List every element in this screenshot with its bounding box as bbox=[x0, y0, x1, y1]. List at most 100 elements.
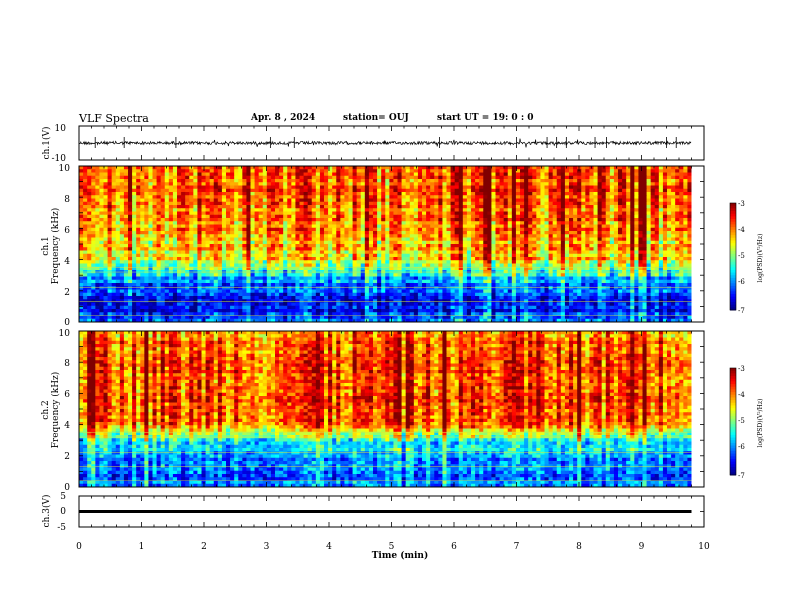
ch1-spec-cell bbox=[132, 231, 137, 235]
ch1-spec-cell bbox=[311, 175, 317, 180]
ch1-spec-cell bbox=[319, 179, 325, 183]
ch1-spec-cell bbox=[401, 263, 407, 268]
ch1-spec-cell bbox=[393, 224, 398, 229]
ch1-spec-cell bbox=[389, 231, 394, 235]
ch1-spec-cell bbox=[475, 179, 480, 183]
ch1-spec-cell bbox=[532, 169, 537, 173]
ch1-spec-cell bbox=[597, 266, 603, 271]
ch1-spec-cell bbox=[581, 253, 586, 258]
ch1-spec-cell bbox=[246, 263, 251, 268]
ch1-spec-cell bbox=[499, 253, 505, 258]
ch1-spec-cell bbox=[79, 224, 84, 229]
ch1-spec-cell bbox=[466, 208, 472, 212]
ch1-spec-cell bbox=[230, 257, 235, 261]
ch1-spec-cell bbox=[160, 166, 166, 170]
ch1-spec-cell bbox=[569, 214, 574, 219]
ch1-spec-cell bbox=[536, 166, 541, 170]
ch1-spec-cell bbox=[434, 172, 439, 177]
ch1-spec-cell bbox=[618, 234, 623, 238]
ch1-spec-cell bbox=[119, 240, 125, 245]
ch1-spec-cell bbox=[230, 172, 235, 177]
ch1-spec-cell bbox=[328, 201, 333, 206]
ch1-spec-cell bbox=[136, 260, 141, 264]
ch1-spec-cell bbox=[581, 234, 586, 238]
ch1-spec-cell bbox=[581, 182, 586, 186]
ch1-spec-cell bbox=[238, 205, 243, 209]
ch1-spec-cell bbox=[679, 231, 684, 235]
ch1-spec-cell bbox=[466, 195, 472, 199]
ch1-spec-cell bbox=[560, 179, 566, 183]
ch1-spec-cell bbox=[507, 166, 513, 170]
ch1-spec-cell bbox=[422, 205, 427, 209]
ch1-spec-cell bbox=[217, 221, 223, 225]
ch1-spec-cell bbox=[413, 185, 419, 190]
ch1-spec-cell bbox=[328, 185, 333, 190]
ch1-spec-cell bbox=[662, 218, 668, 222]
ch1-spec-cell bbox=[426, 188, 431, 193]
ch1-spec-cell bbox=[381, 179, 386, 183]
ch1-spec-cell bbox=[332, 211, 337, 216]
ch1-spec-cell bbox=[581, 263, 586, 268]
ch1-spec-cell bbox=[368, 218, 374, 222]
ch1-spec-cell bbox=[409, 169, 415, 173]
ch1-spec-cell bbox=[409, 182, 415, 186]
ch1-spec-cell bbox=[91, 208, 96, 212]
ch1-spec-cell bbox=[299, 240, 304, 245]
ch1-spec-cell bbox=[495, 234, 500, 238]
ch1-spec-cell bbox=[618, 263, 623, 268]
ch1-spec-cell bbox=[111, 214, 117, 219]
ch1-spec-cell bbox=[622, 188, 627, 193]
ch1-spec-cell bbox=[613, 234, 619, 238]
ch1-spec-cell bbox=[413, 166, 419, 170]
ch1-spec-cell bbox=[401, 231, 407, 235]
ch1-spec-cell bbox=[275, 250, 280, 255]
ch1-spec-cell bbox=[140, 221, 145, 225]
ch1-spec-cell bbox=[99, 175, 104, 180]
ch1-spec-cell bbox=[258, 221, 264, 225]
ch1-spec-cell bbox=[254, 175, 260, 180]
ch1-spec-cell bbox=[344, 221, 349, 225]
ch1-spec-cell bbox=[458, 208, 464, 212]
ch1-spec-cell bbox=[381, 205, 386, 209]
ch1-spec-cell bbox=[589, 263, 594, 268]
ch1-spec-cell bbox=[556, 198, 562, 203]
ch1-spec-cell bbox=[311, 172, 317, 177]
ch1-spec-cell bbox=[270, 182, 276, 186]
ch1-spec-cell bbox=[536, 175, 541, 180]
ch1-spec-cell bbox=[242, 205, 247, 209]
ch1-spec-cell bbox=[675, 218, 680, 222]
ch1-spec-cell bbox=[667, 192, 672, 196]
ch1-spec-cell bbox=[160, 266, 166, 271]
ch1-spec-cell bbox=[646, 260, 652, 264]
ch1-spec-cell bbox=[148, 195, 153, 199]
ch1-spec-cell bbox=[344, 244, 349, 248]
ch1-spec-cell bbox=[242, 166, 247, 170]
ch1-spec-cell bbox=[270, 240, 276, 245]
ch1-spec-cell bbox=[385, 253, 390, 258]
ch1-spec-cell bbox=[683, 201, 688, 206]
ch1-spec-cell bbox=[299, 244, 304, 248]
ch1-spec-cell bbox=[360, 234, 366, 238]
ch1-spec-cell bbox=[234, 188, 239, 193]
ch1-spec-cell bbox=[348, 195, 353, 199]
ch1-spec-cell bbox=[140, 192, 145, 196]
ch1-spec-cell bbox=[193, 240, 198, 245]
ch1-spec-cell bbox=[605, 266, 611, 271]
ch1-spec-cell bbox=[413, 253, 419, 258]
ch1-spec-cell bbox=[217, 263, 223, 268]
ch1-spec-cell bbox=[462, 234, 468, 238]
ch1-spec-cell bbox=[205, 201, 211, 206]
ch1-spec-cell bbox=[630, 192, 635, 196]
ch1-spec-cell bbox=[687, 172, 692, 177]
ch1-spec-cell bbox=[618, 237, 623, 242]
ch1-spec-cell bbox=[156, 231, 162, 235]
ch1-spec-cell bbox=[515, 192, 521, 196]
ch1-spec-cell bbox=[107, 179, 113, 183]
ch1-spec-cell bbox=[168, 250, 174, 255]
ch1-spec-cell bbox=[687, 240, 692, 245]
ch1-spec-cell bbox=[667, 234, 672, 238]
ch1-spec-cell bbox=[548, 179, 554, 183]
ch1-spec-cell bbox=[230, 250, 235, 255]
ch1-spec-cell bbox=[430, 179, 435, 183]
ch1-spec-cell bbox=[230, 240, 235, 245]
